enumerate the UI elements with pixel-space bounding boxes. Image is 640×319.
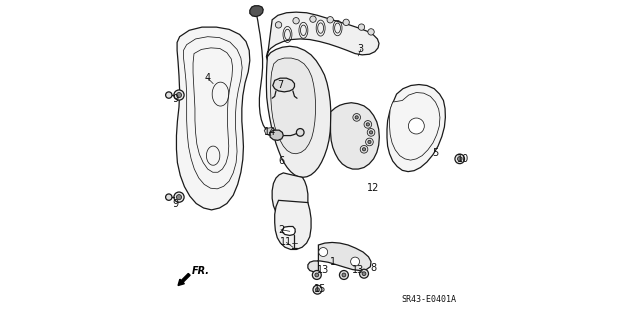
Polygon shape [177,27,250,210]
Circle shape [339,271,348,279]
Text: 12: 12 [367,183,380,193]
Circle shape [360,145,368,153]
Polygon shape [193,48,232,172]
Text: 4: 4 [205,73,211,83]
Circle shape [166,194,172,200]
Polygon shape [184,37,242,189]
Polygon shape [330,103,380,169]
Polygon shape [250,6,263,17]
Circle shape [342,273,346,277]
Text: 3: 3 [358,44,364,55]
Circle shape [360,269,369,278]
Circle shape [351,257,360,266]
Circle shape [358,24,365,30]
Circle shape [293,18,300,24]
Circle shape [353,114,360,121]
Circle shape [362,148,365,151]
Polygon shape [272,173,308,221]
FancyArrow shape [178,273,190,286]
Polygon shape [308,242,371,272]
Polygon shape [271,58,316,154]
Circle shape [275,22,282,28]
Circle shape [312,271,321,279]
Text: 8: 8 [371,263,377,273]
Text: 6: 6 [278,156,284,166]
Text: 13: 13 [351,264,364,275]
Circle shape [313,285,322,294]
Circle shape [458,157,462,161]
Circle shape [364,121,372,128]
Polygon shape [264,128,276,136]
Circle shape [174,192,184,202]
Circle shape [343,19,349,26]
Circle shape [355,116,358,119]
Text: 14: 14 [264,127,276,137]
Text: 15: 15 [314,284,326,294]
Circle shape [316,288,319,292]
Text: 11: 11 [280,237,292,248]
Text: FR.: FR. [192,266,210,276]
Text: 10: 10 [458,154,470,165]
Circle shape [408,118,424,134]
Circle shape [177,93,182,98]
Text: SR43-E0401A: SR43-E0401A [401,295,456,304]
Circle shape [319,248,328,256]
Circle shape [365,138,373,146]
Circle shape [315,273,319,277]
Circle shape [367,129,375,136]
Circle shape [310,16,316,22]
Text: 9: 9 [172,94,179,104]
Circle shape [177,195,182,200]
Text: 7: 7 [277,79,284,90]
Circle shape [368,29,374,35]
Circle shape [296,129,304,136]
Text: 9: 9 [172,199,179,209]
Polygon shape [266,46,331,177]
Text: 1: 1 [330,256,337,267]
Text: 5: 5 [433,148,438,158]
Circle shape [368,140,371,144]
Circle shape [166,92,172,98]
Circle shape [327,17,333,23]
Polygon shape [266,12,379,63]
Polygon shape [273,78,294,92]
Circle shape [455,154,465,164]
Polygon shape [390,93,440,160]
Text: 2: 2 [278,225,284,235]
Polygon shape [387,85,445,172]
Circle shape [369,131,372,134]
Polygon shape [269,130,284,140]
Circle shape [174,90,184,100]
Circle shape [362,272,366,276]
Polygon shape [282,226,295,235]
Text: 13: 13 [317,264,330,275]
Circle shape [366,123,369,126]
Polygon shape [275,200,311,249]
